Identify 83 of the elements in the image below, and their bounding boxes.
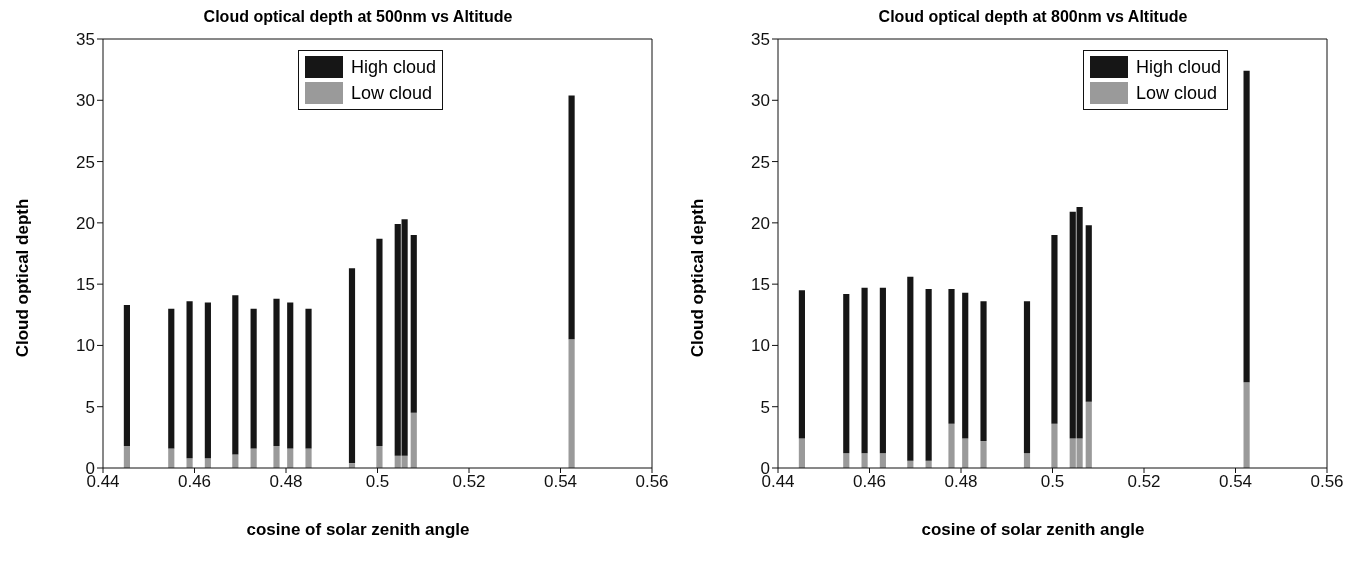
bar xyxy=(376,445,383,468)
bar xyxy=(123,304,130,446)
legend-label: High cloud xyxy=(351,56,437,79)
bar xyxy=(250,448,257,468)
x-tick-label: 0.54 xyxy=(1218,472,1253,492)
x-tick-label: 0.46 xyxy=(177,472,212,492)
bar xyxy=(287,302,294,449)
y-tick-label: 10 xyxy=(751,336,770,356)
bar xyxy=(305,308,312,449)
bar xyxy=(168,448,175,468)
bar xyxy=(123,445,130,468)
y-tick-label: 20 xyxy=(76,213,95,233)
bar xyxy=(1051,423,1058,468)
bar xyxy=(1243,70,1250,383)
y-tick-label: 15 xyxy=(751,275,770,295)
x-tick-label: 0.5 xyxy=(1040,472,1065,492)
y-tick-label: 10 xyxy=(76,336,95,356)
bar xyxy=(348,268,356,464)
bar xyxy=(798,438,805,468)
y-tick-label: 30 xyxy=(76,91,95,111)
bar xyxy=(1023,301,1031,454)
y-tick-label: 35 xyxy=(76,30,95,50)
bar xyxy=(186,458,193,468)
bar xyxy=(273,445,280,468)
x-tick-label: 0.48 xyxy=(269,472,303,492)
legend-label: Low cloud xyxy=(1135,82,1217,105)
x-tick-label: 0.5 xyxy=(365,472,390,492)
bar xyxy=(250,308,257,449)
bar xyxy=(948,423,955,468)
bar xyxy=(232,295,239,455)
x-tick-label: 0.54 xyxy=(543,472,578,492)
bar xyxy=(843,453,850,468)
x-tick-label: 0.56 xyxy=(635,472,669,492)
y-tick-label: 5 xyxy=(760,397,770,417)
bar xyxy=(980,301,987,442)
y-tick-label: 25 xyxy=(76,152,95,172)
x-axis-title: cosine of solar zenith angle xyxy=(245,520,471,540)
legend-label: Low cloud xyxy=(351,82,433,105)
bar xyxy=(186,301,193,459)
x-tick-label: 0.56 xyxy=(1310,472,1344,492)
y-tick-label: 25 xyxy=(751,152,770,172)
bar xyxy=(962,292,969,439)
legend-label: High cloud xyxy=(1135,56,1221,79)
bar xyxy=(879,453,886,468)
chart-title: Cloud optical depth at 500nm vs Altitude xyxy=(202,8,514,26)
bar xyxy=(925,289,932,461)
x-tick-label: 0.46 xyxy=(852,472,887,492)
x-tick-label: 0.52 xyxy=(452,472,486,492)
bar xyxy=(843,293,850,454)
y-axis-title: Cloud optical depth xyxy=(13,198,33,358)
bar xyxy=(568,339,575,468)
x-axis-title: cosine of solar zenith angle xyxy=(920,520,1146,540)
bar xyxy=(948,289,955,424)
bar xyxy=(980,441,987,468)
bar xyxy=(305,448,312,468)
bar xyxy=(568,95,575,340)
bar xyxy=(1023,453,1031,468)
bar xyxy=(907,276,914,461)
bar xyxy=(879,287,886,454)
y-tick-label: 20 xyxy=(751,213,770,233)
bar xyxy=(204,302,211,459)
bar xyxy=(1085,401,1092,468)
y-axis-title: Cloud optical depth xyxy=(688,198,708,358)
chart-title: Cloud optical depth at 800nm vs Altitude xyxy=(877,8,1189,26)
y-tick-label: 35 xyxy=(751,30,770,50)
y-tick-label: 5 xyxy=(85,397,95,417)
y-tick-label: 15 xyxy=(76,275,95,295)
bar xyxy=(1243,382,1250,468)
y-tick-label: 30 xyxy=(751,91,770,111)
bar xyxy=(861,453,868,468)
bar xyxy=(410,412,417,468)
x-tick-label: 0.48 xyxy=(944,472,978,492)
bar xyxy=(168,308,175,449)
bar xyxy=(376,238,383,446)
bar xyxy=(273,298,280,446)
bar xyxy=(798,290,805,439)
bar xyxy=(1051,235,1058,424)
bar xyxy=(861,287,868,454)
x-tick-label: 0.52 xyxy=(1127,472,1161,492)
bar xyxy=(287,448,294,468)
bar xyxy=(962,438,969,468)
bar xyxy=(410,235,417,413)
bar xyxy=(1085,225,1092,402)
